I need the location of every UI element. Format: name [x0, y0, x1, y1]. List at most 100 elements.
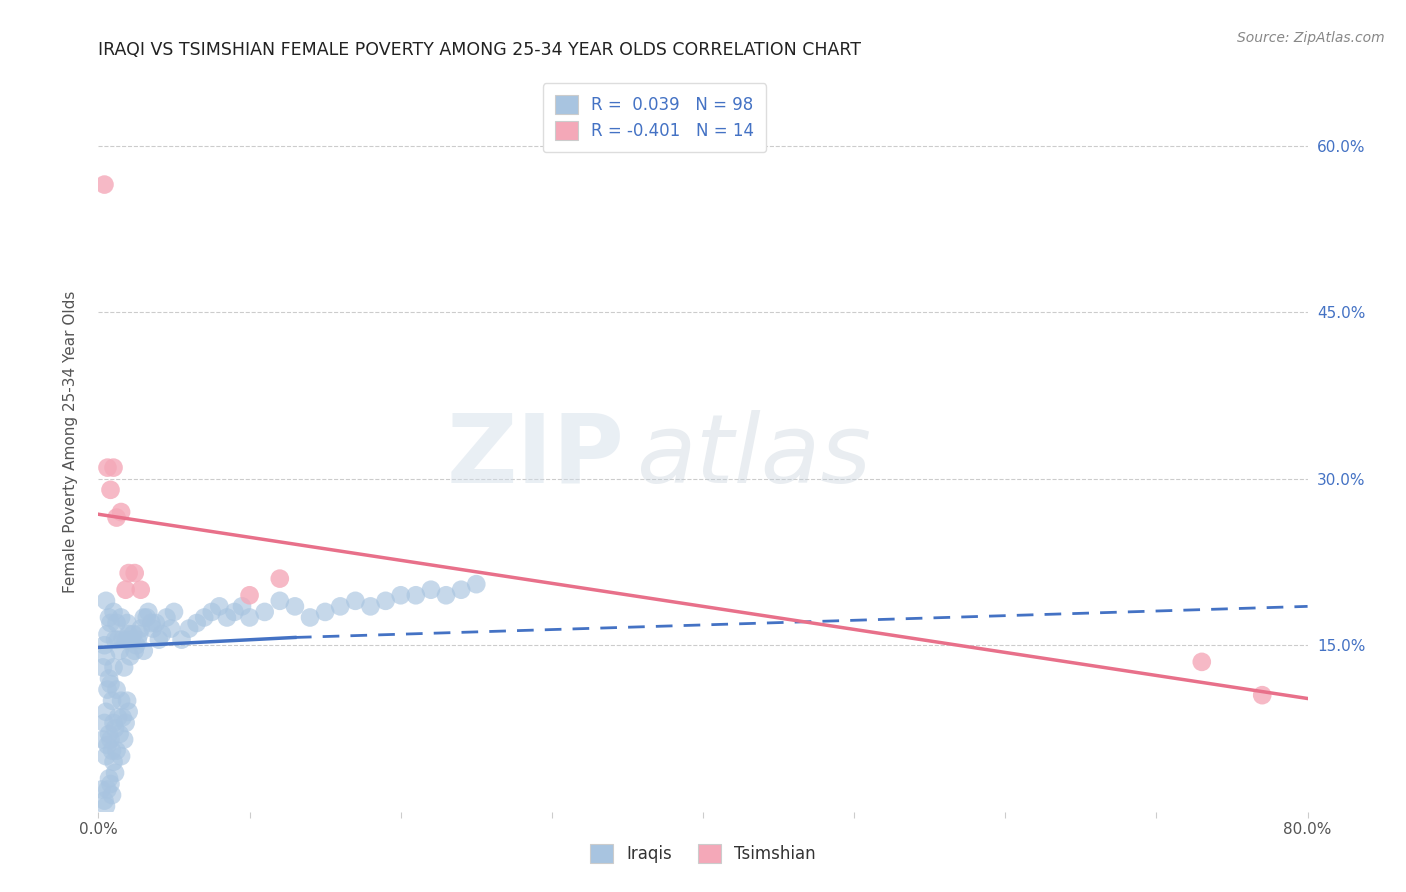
Point — [98, 610, 121, 624]
Point — [215, 610, 238, 624]
Point — [1251, 688, 1274, 702]
Point — [100, 677, 122, 691]
Point — [114, 582, 136, 597]
Text: ZIP: ZIP — [447, 409, 624, 503]
Point — [314, 605, 336, 619]
Point — [101, 744, 124, 758]
Point — [142, 622, 165, 636]
Point — [114, 715, 136, 730]
Point — [269, 594, 291, 608]
Point — [135, 610, 157, 624]
Point — [91, 660, 114, 674]
Point — [434, 588, 457, 602]
Point — [94, 594, 117, 608]
Point — [110, 505, 132, 519]
Point — [269, 572, 291, 586]
Point — [100, 615, 122, 630]
Point — [110, 749, 132, 764]
Point — [96, 627, 118, 641]
Point — [98, 727, 121, 741]
Legend: Iraqis, Tsimshian: Iraqis, Tsimshian — [583, 838, 823, 870]
Point — [103, 660, 125, 674]
Point — [114, 632, 136, 647]
Point — [103, 460, 125, 475]
Point — [103, 755, 125, 769]
Point — [170, 632, 193, 647]
Point — [94, 799, 117, 814]
Point — [94, 649, 117, 664]
Point — [193, 610, 215, 624]
Point — [125, 638, 148, 652]
Point — [150, 627, 173, 641]
Point — [105, 615, 128, 630]
Point — [129, 582, 152, 597]
Point — [122, 627, 145, 641]
Point — [224, 605, 246, 619]
Point — [253, 605, 276, 619]
Point — [105, 510, 128, 524]
Point — [118, 705, 141, 719]
Point — [91, 732, 114, 747]
Point — [1191, 655, 1213, 669]
Point — [148, 632, 170, 647]
Point — [329, 599, 352, 614]
Point — [100, 732, 122, 747]
Text: atlas: atlas — [637, 409, 872, 503]
Point — [299, 610, 322, 624]
Point — [120, 649, 142, 664]
Point — [107, 710, 129, 724]
Point — [94, 749, 117, 764]
Point — [201, 605, 224, 619]
Point — [115, 615, 138, 630]
Point — [105, 744, 128, 758]
Point — [100, 483, 122, 497]
Point — [186, 615, 208, 630]
Point — [405, 588, 427, 602]
Point — [103, 605, 125, 619]
Point — [112, 732, 135, 747]
Point — [101, 694, 124, 708]
Point — [110, 694, 132, 708]
Point — [128, 627, 150, 641]
Point — [96, 682, 118, 697]
Point — [93, 715, 115, 730]
Point — [96, 738, 118, 752]
Point — [208, 599, 231, 614]
Point — [108, 727, 131, 741]
Point — [110, 610, 132, 624]
Point — [121, 632, 143, 647]
Point — [129, 622, 152, 636]
Point — [374, 594, 396, 608]
Point — [94, 705, 117, 719]
Point — [98, 672, 121, 686]
Point — [98, 772, 121, 786]
Point — [465, 577, 488, 591]
Point — [115, 694, 138, 708]
Text: IRAQI VS TSIMSHIAN FEMALE POVERTY AMONG 25-34 YEAR OLDS CORRELATION CHART: IRAQI VS TSIMSHIAN FEMALE POVERTY AMONG … — [98, 41, 862, 59]
Point — [344, 594, 367, 608]
Point — [155, 610, 177, 624]
Point — [124, 644, 146, 658]
Point — [141, 615, 163, 630]
Point — [93, 638, 115, 652]
Point — [111, 632, 134, 647]
Point — [111, 710, 134, 724]
Point — [239, 610, 262, 624]
Point — [145, 615, 167, 630]
Text: Source: ZipAtlas.com: Source: ZipAtlas.com — [1237, 31, 1385, 45]
Point — [132, 610, 155, 624]
Point — [104, 632, 127, 647]
Point — [132, 644, 155, 658]
Point — [360, 599, 382, 614]
Point — [93, 794, 115, 808]
Point — [127, 632, 149, 647]
Point — [231, 599, 253, 614]
Point — [108, 644, 131, 658]
Point — [104, 722, 127, 736]
Point — [90, 782, 112, 797]
Point — [100, 777, 122, 791]
Point — [160, 622, 183, 636]
Point — [101, 788, 124, 802]
Point — [107, 632, 129, 647]
Point — [103, 715, 125, 730]
